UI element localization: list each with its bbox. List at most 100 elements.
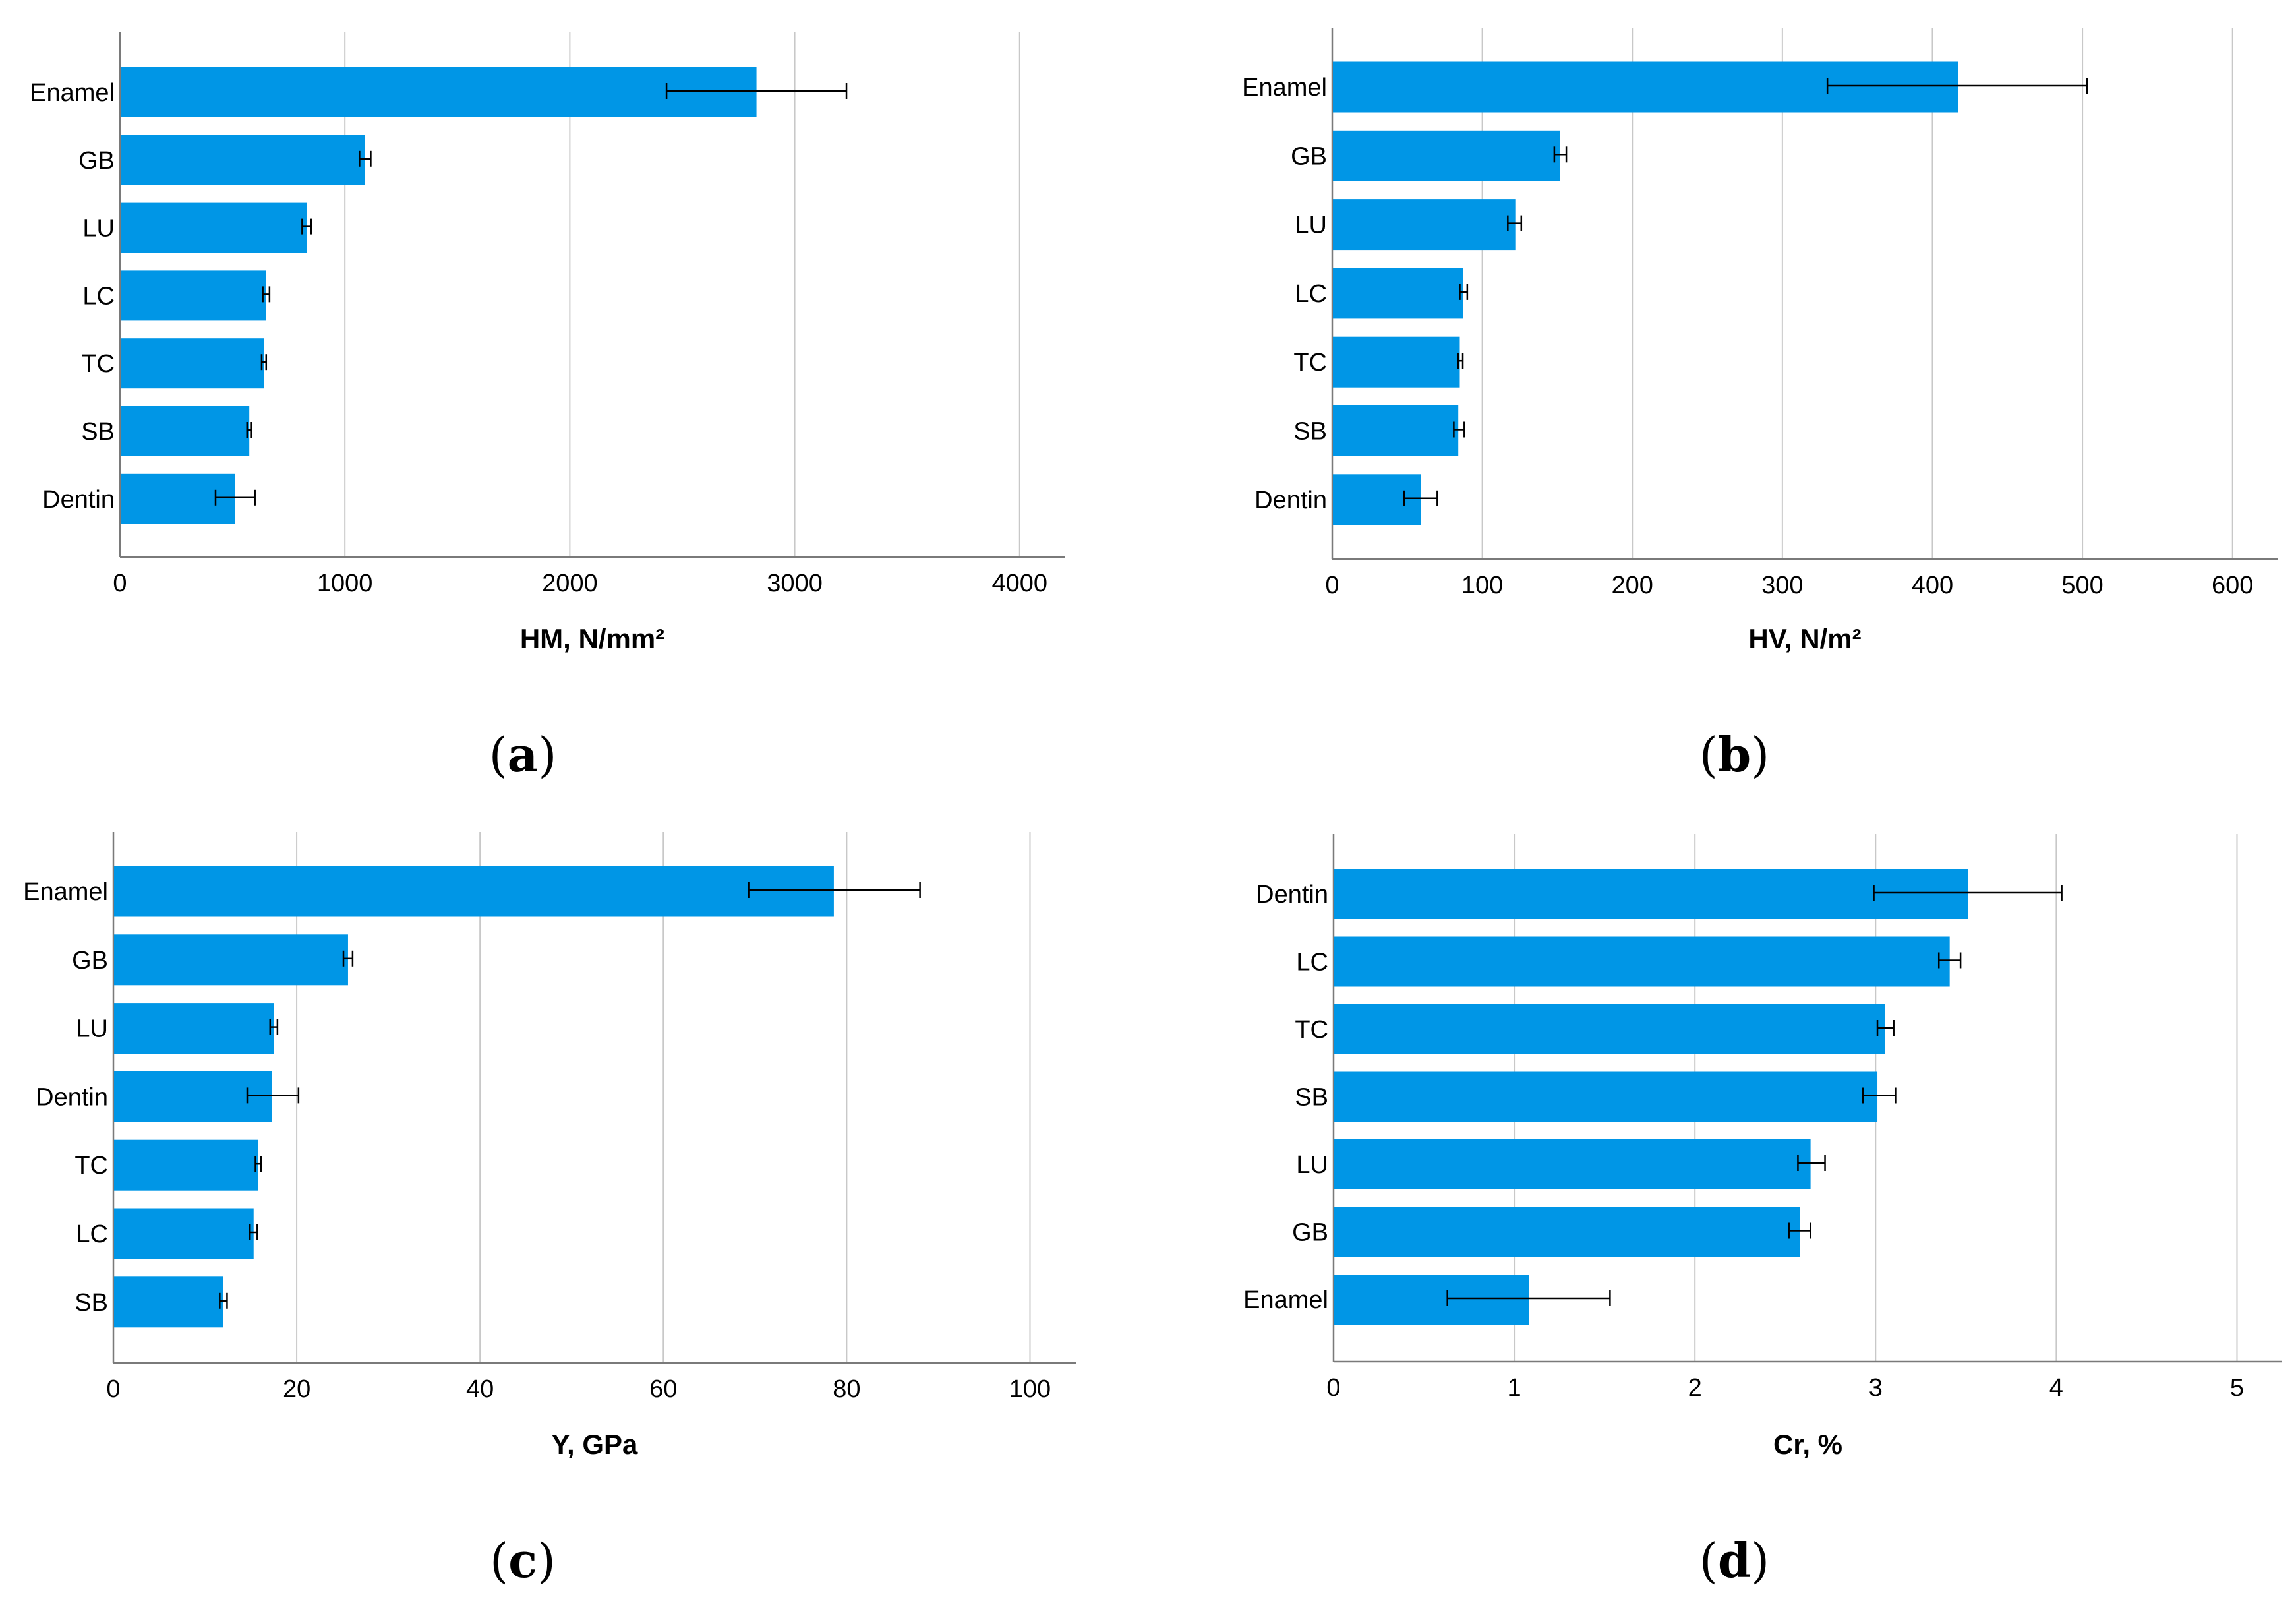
category-label: TC bbox=[1295, 1016, 1328, 1044]
category-label: Enamel bbox=[1243, 1286, 1328, 1314]
tick-label: 3 bbox=[1869, 1374, 1883, 1402]
category-label: Dentin bbox=[1254, 487, 1327, 514]
category-label: GB bbox=[72, 947, 108, 975]
error-bar bbox=[1507, 215, 1523, 231]
bar bbox=[114, 1003, 274, 1054]
error-bar bbox=[1453, 421, 1465, 438]
bar bbox=[121, 270, 266, 321]
error-bar bbox=[1873, 885, 2063, 901]
category-label: SB bbox=[81, 418, 115, 446]
error-bar bbox=[301, 218, 312, 235]
tick-label: 20 bbox=[283, 1375, 310, 1403]
bar bbox=[1333, 199, 1516, 251]
tick-label: 40 bbox=[466, 1375, 494, 1403]
tick-label: 0 bbox=[106, 1375, 120, 1403]
bar bbox=[1333, 268, 1463, 319]
category-label: Dentin bbox=[36, 1083, 108, 1111]
category-label: Enamel bbox=[1242, 74, 1327, 102]
tick-label: 600 bbox=[2212, 572, 2253, 599]
error-bar bbox=[219, 1292, 228, 1309]
tick-label: 100 bbox=[1461, 572, 1503, 599]
error-bar bbox=[269, 1019, 279, 1035]
bar bbox=[121, 135, 365, 185]
tick-label: 4000 bbox=[991, 570, 1047, 597]
bar bbox=[1333, 61, 1958, 113]
tick-label: 5 bbox=[2230, 1374, 2244, 1402]
category-label: LU bbox=[1295, 212, 1327, 239]
category-label: SB bbox=[1293, 418, 1327, 446]
category-label: LU bbox=[82, 215, 115, 243]
tick-label: 500 bbox=[2061, 572, 2103, 599]
tick-label: 300 bbox=[1761, 572, 1803, 599]
bar bbox=[1334, 1139, 1811, 1189]
bar bbox=[1333, 130, 1560, 181]
chart-panel-d: Dentin LC TC SB LU GB Enamel 0 1 2 3 4 5 Cr, % (d) bbox=[1243, 834, 2282, 1588]
error-bar bbox=[1446, 1290, 1611, 1306]
error-bar bbox=[1788, 1222, 1811, 1239]
category-label: Dentin bbox=[42, 486, 115, 514]
bar bbox=[121, 202, 307, 253]
tick-label: 100 bbox=[1009, 1375, 1051, 1403]
error-bar bbox=[254, 1156, 262, 1172]
tick-label: 1000 bbox=[317, 570, 373, 597]
category-label: Enamel bbox=[23, 878, 108, 906]
category-label: Enamel bbox=[30, 79, 115, 107]
tick-label: 60 bbox=[649, 1375, 677, 1403]
error-bar bbox=[1457, 353, 1464, 369]
error-bar bbox=[1862, 1087, 1897, 1104]
category-label: LU bbox=[76, 1015, 108, 1043]
chart-panel-a: Enamel GB LU LC TC SB Dentin 0 1000 2000 3000 4000 H… bbox=[30, 32, 1065, 783]
category-label: LC bbox=[76, 1220, 108, 1248]
tick-label: 3000 bbox=[767, 570, 823, 597]
tick-label: 400 bbox=[1912, 572, 1953, 599]
error-bar bbox=[1876, 1020, 1895, 1036]
error-bar bbox=[260, 354, 268, 371]
error-bar bbox=[246, 1087, 300, 1104]
category-label: LC bbox=[1296, 949, 1328, 976]
bar bbox=[1334, 869, 1968, 919]
tick-label: 200 bbox=[1612, 572, 1653, 599]
error-bar bbox=[748, 882, 921, 898]
category-label: GB bbox=[78, 147, 115, 175]
x-axis-title: Cr, % bbox=[1773, 1429, 1842, 1460]
error-bar bbox=[262, 286, 271, 303]
error-bar bbox=[1459, 284, 1469, 300]
bar bbox=[114, 934, 348, 986]
error-bar bbox=[1553, 146, 1568, 163]
bar bbox=[114, 1208, 254, 1259]
bar bbox=[121, 406, 250, 456]
error-bar bbox=[249, 1224, 258, 1240]
bar bbox=[121, 338, 264, 389]
tick-label: 0 bbox=[1326, 1374, 1340, 1402]
x-axis-title: HM, N/mm² bbox=[520, 623, 664, 654]
category-label: LU bbox=[1296, 1151, 1328, 1179]
error-bar bbox=[665, 83, 848, 99]
bar bbox=[1334, 1275, 1529, 1325]
bar bbox=[114, 866, 834, 917]
chart-panel-c: Enamel GB LU Dentin TC LC SB 0 20 40 60 80 100 Y, GPa… bbox=[23, 832, 1076, 1588]
category-label: Dentin bbox=[1256, 881, 1328, 909]
panel-label: (c) bbox=[490, 1532, 556, 1588]
bar bbox=[1334, 936, 1950, 987]
error-bar bbox=[359, 150, 372, 167]
category-label: LC bbox=[82, 282, 115, 310]
bar bbox=[1334, 1004, 1885, 1054]
error-bar bbox=[1403, 490, 1438, 506]
tick-label: 80 bbox=[833, 1375, 860, 1403]
panel-label: (d) bbox=[1699, 1532, 1770, 1588]
panel-label: (b) bbox=[1699, 727, 1770, 783]
bar bbox=[1334, 1207, 1800, 1257]
category-label: TC bbox=[1293, 349, 1327, 376]
category-label: GB bbox=[1291, 142, 1327, 170]
error-bar bbox=[1937, 952, 1962, 969]
bar bbox=[1333, 336, 1460, 388]
error-bar bbox=[1797, 1155, 1826, 1171]
bar bbox=[1333, 474, 1421, 525]
error-bar bbox=[214, 489, 256, 506]
tick-label: 1 bbox=[1508, 1374, 1521, 1402]
x-axis-title: Y, GPa bbox=[552, 1429, 638, 1460]
category-label: TC bbox=[81, 350, 115, 378]
error-bar bbox=[246, 422, 252, 438]
bar bbox=[1334, 1071, 1878, 1122]
